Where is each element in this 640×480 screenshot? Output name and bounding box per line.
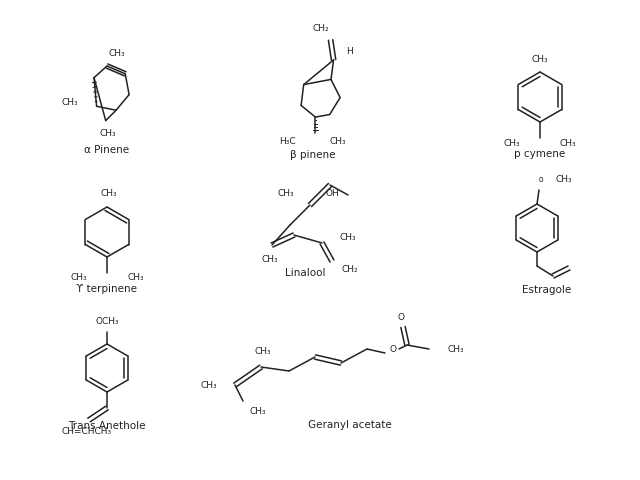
- Text: o: o: [539, 176, 543, 184]
- Text: p cymene: p cymene: [515, 149, 566, 159]
- Text: O: O: [397, 312, 404, 322]
- Text: Trans Anethole: Trans Anethole: [68, 421, 146, 431]
- Text: CH₂: CH₂: [342, 264, 358, 274]
- Text: CH₃: CH₃: [99, 129, 116, 138]
- Text: CH₃: CH₃: [100, 190, 117, 199]
- Text: CH₃: CH₃: [560, 139, 577, 147]
- Text: CH₃: CH₃: [70, 274, 87, 283]
- Text: α Pinene: α Pinene: [84, 145, 129, 155]
- Text: CH=CHCH₃: CH=CHCH₃: [62, 428, 112, 436]
- Text: CH₃: CH₃: [109, 48, 125, 58]
- Text: CH₂: CH₂: [312, 24, 329, 34]
- Text: OCH₃: OCH₃: [95, 317, 119, 326]
- Text: CH₃: CH₃: [277, 189, 294, 197]
- Text: CH₃: CH₃: [532, 55, 548, 63]
- Text: Estragole: Estragole: [522, 285, 572, 295]
- Text: H: H: [346, 48, 353, 56]
- Text: H₃C: H₃C: [279, 137, 296, 145]
- Text: CH₃: CH₃: [340, 232, 356, 241]
- Text: CH₃: CH₃: [555, 176, 572, 184]
- Text: OH: OH: [326, 189, 340, 197]
- Text: Geranyl acetate: Geranyl acetate: [308, 420, 392, 430]
- Text: ϒ terpinene: ϒ terpinene: [77, 284, 138, 294]
- Text: β pinene: β pinene: [291, 150, 336, 160]
- Text: CH₃: CH₃: [504, 139, 520, 147]
- Text: CH₃: CH₃: [249, 407, 266, 416]
- Text: CH₃: CH₃: [447, 345, 463, 353]
- Text: CH₃: CH₃: [262, 254, 278, 264]
- Text: CH₃: CH₃: [62, 98, 79, 107]
- Text: Linalool: Linalool: [285, 268, 325, 278]
- Text: CH₃: CH₃: [255, 347, 271, 356]
- Text: O: O: [390, 345, 397, 353]
- Text: CH₃: CH₃: [200, 381, 217, 389]
- Text: CH₃: CH₃: [330, 137, 346, 145]
- Text: CH₃: CH₃: [127, 274, 143, 283]
